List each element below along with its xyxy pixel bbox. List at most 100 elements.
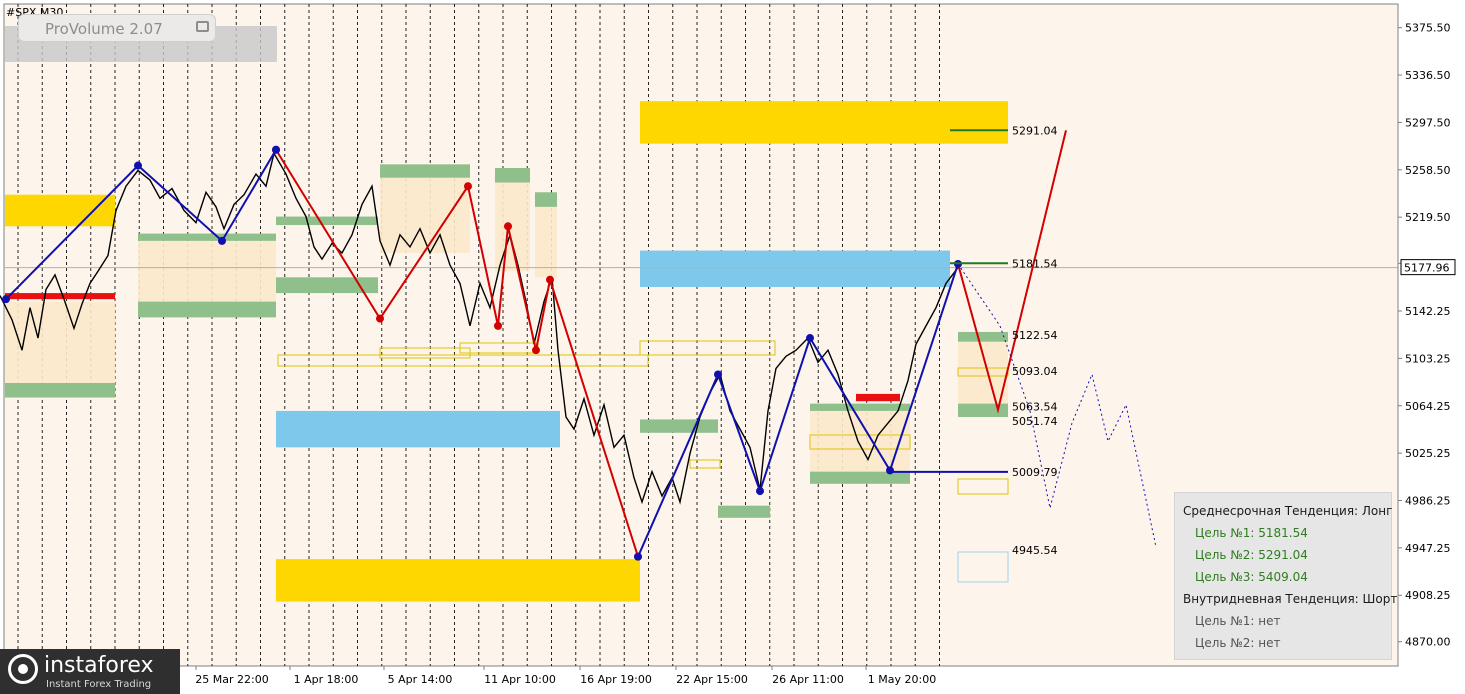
wave-red-point [532, 346, 540, 355]
logo-name: instaforex [44, 653, 154, 678]
y-tick-label: 5336.50 [1405, 69, 1451, 82]
y-tick-label: 5219.50 [1405, 211, 1451, 224]
wave-blue-point [634, 552, 642, 561]
zone-green [276, 277, 378, 294]
zone-green [958, 331, 1008, 342]
zone-yellow [276, 559, 640, 602]
x-tick-label: 26 Apr 11:00 [772, 673, 844, 686]
zone-red [856, 393, 900, 402]
trend-info-panel: Среднесрочная Тенденция: Лонг Цель №1: 5… [1174, 492, 1397, 660]
y-tick-label: 5025.25 [1405, 447, 1451, 460]
y-tick-label: 5258.50 [1405, 164, 1451, 177]
y-tick-label: 5064.25 [1405, 400, 1451, 413]
zone-green [640, 419, 718, 433]
target-level-label: 5063.54 [1012, 401, 1058, 414]
x-tick-label: 16 Apr 19:00 [580, 673, 652, 686]
y-tick-label: 5103.25 [1405, 352, 1451, 365]
wave-blue-point [134, 161, 142, 170]
wave-blue-point [714, 370, 722, 379]
wave-blue-point [218, 236, 226, 245]
target-level-label: 5093.04 [1012, 365, 1058, 378]
volume-box [689, 459, 721, 469]
zone-yellow [640, 101, 1008, 144]
x-tick-label: 5 Apr 14:00 [388, 673, 453, 686]
mid-target-1: Цель №1: 5181.54 [1195, 526, 1308, 540]
instaforex-logo-icon [8, 654, 38, 684]
zone-green [810, 471, 910, 484]
wave-red-point [464, 182, 472, 191]
window-restore-icon[interactable] [196, 21, 209, 32]
current-price-label: 5177.96 [1404, 262, 1450, 275]
zone-green [138, 301, 276, 318]
volume-box [277, 354, 649, 367]
zone-beige [535, 206, 557, 278]
x-tick-label: 1 May 20:00 [868, 673, 936, 686]
y-tick-label: 5375.50 [1405, 22, 1451, 35]
zone-red [5, 293, 115, 300]
wave-red-point [376, 314, 384, 323]
wave-red-point [494, 321, 502, 330]
zone-green [810, 403, 910, 411]
volume-box [957, 478, 1009, 495]
current-price-tag [1400, 259, 1456, 276]
zone-green [380, 164, 470, 178]
y-tick-label: 5142.25 [1405, 305, 1451, 318]
x-tick-label: 25 Mar 22:00 [195, 673, 268, 686]
intra-target-2: Цель №2: нет [1195, 636, 1281, 650]
target-level-label: 5051.74 [1012, 415, 1058, 428]
target-level-label: 5181.54 [1012, 257, 1058, 270]
projection-red-line [957, 130, 1067, 414]
zone-beige [495, 182, 530, 272]
zone-beige [138, 240, 276, 302]
wave-blue-point [272, 145, 280, 154]
wave-blue-point [2, 295, 10, 304]
instaforex-logo: instaforex Instant Forex Trading [0, 649, 180, 694]
target-level-label: 5122.54 [1012, 329, 1058, 342]
wave-red-line [275, 149, 639, 557]
mid-target-3: Цель №3: 5409.04 [1195, 570, 1308, 584]
mid-trend-heading: Среднесрочная Тенденция: Лонг [1183, 504, 1393, 518]
intra-target-1: Цель №1: нет [1195, 614, 1281, 628]
y-tick-label: 4908.25 [1405, 589, 1451, 602]
zone-green [138, 233, 276, 241]
wave-blue-point [806, 334, 814, 343]
zone-green [535, 192, 557, 207]
volume-box [639, 340, 776, 356]
y-tick-label: 5297.50 [1405, 116, 1451, 129]
projection-dotted-line [957, 263, 1157, 548]
zone-yellow [5, 194, 115, 227]
mid-target-2: Цель №2: 5291.04 [1195, 548, 1308, 562]
x-tick-label: 22 Apr 15:00 [676, 673, 748, 686]
indicator-name: ProVolume 2.07 [45, 20, 163, 38]
intraday-trend-heading: Внутридневная Тенденция: Шорт [1183, 592, 1398, 606]
x-tick-label: 11 Apr 10:00 [484, 673, 556, 686]
indicator-badge[interactable]: ProVolume 2.07 [18, 14, 216, 42]
zone-blue [640, 250, 950, 288]
target-level-label: 5009.79 [1012, 466, 1058, 479]
wave-red-point [546, 275, 554, 284]
zone-beige [958, 341, 1008, 404]
wave-blue-point [886, 466, 894, 475]
target-level-label: 4945.54 [1012, 544, 1058, 557]
wave-blue-line [5, 149, 277, 300]
y-tick-label: 4947.25 [1405, 542, 1451, 555]
wave-blue-line [637, 263, 959, 558]
x-tick-label: 1 Apr 18:00 [294, 673, 359, 686]
y-tick-label: 4986.25 [1405, 495, 1451, 508]
y-tick-label: 4870.00 [1405, 636, 1451, 649]
zone-green [958, 403, 1008, 417]
price-line [0, 151, 959, 505]
zone-green [5, 382, 115, 398]
zone-green [276, 216, 378, 226]
target-level-label: 5291.04 [1012, 124, 1058, 137]
logo-tagline: Instant Forex Trading [46, 679, 152, 690]
zone-green [495, 167, 530, 183]
wave-red-point [504, 222, 512, 231]
zone-blue [276, 410, 560, 448]
zone-green [718, 505, 770, 518]
wave-blue-point [756, 487, 764, 496]
volume-box [809, 434, 911, 450]
volume-box-blue [957, 551, 1009, 583]
